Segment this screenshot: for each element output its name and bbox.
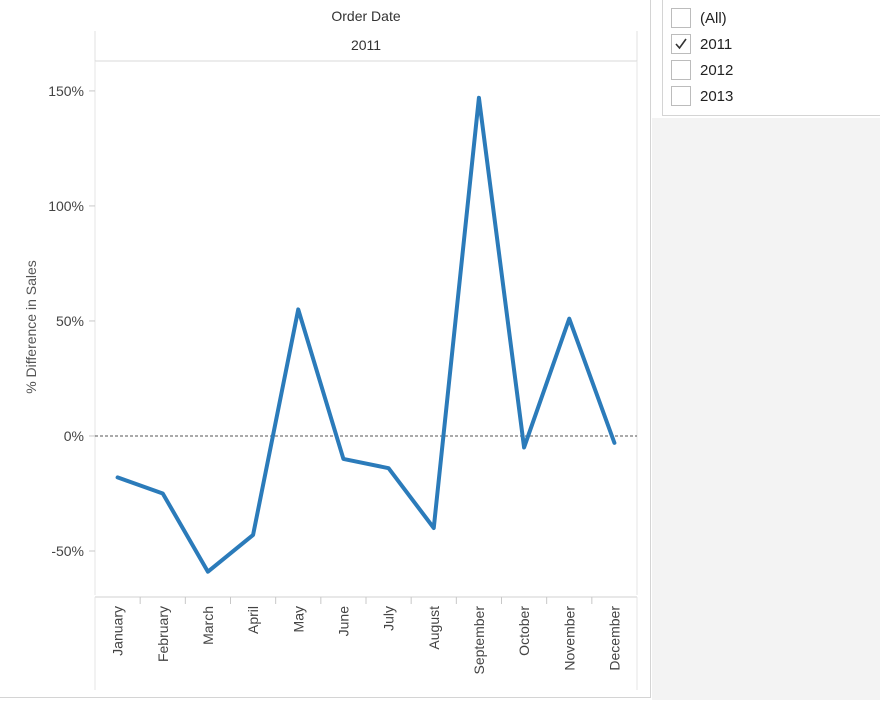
x-tick-label: May [290,606,306,632]
filter-option-2012[interactable]: 2012 [671,59,733,81]
series-line [115,95,617,574]
checkmark-icon [675,38,687,50]
x-tick-label: November [561,606,577,671]
y-axis-title: % Difference in Sales [23,260,39,394]
column-header-year: 2011 [351,37,381,53]
x-tick-label: December [606,606,622,671]
x-tick-label: March [200,606,216,645]
x-tick-label: September [471,606,487,675]
y-tick-label: 100% [48,198,84,214]
x-tick-label: July [381,606,397,631]
filter-option-label: 2011 [700,35,733,53]
x-tick-label: April [245,606,261,634]
column-header-title: Order Date [331,8,400,24]
y-tick-label: 0% [64,428,84,444]
x-tick-label: February [155,606,171,662]
x-tick-label: October [516,606,532,656]
filter-option-label: (All) [700,9,727,27]
empty-dashboard-area [652,118,880,700]
y-tick-label: 50% [56,313,84,329]
filter-option-2013[interactable]: 2013 [671,85,733,107]
checkbox[interactable] [671,86,691,106]
x-tick-label: January [110,606,126,656]
filter-option-label: 2012 [700,61,734,79]
y-tick-label: -50% [51,543,84,559]
checkbox[interactable] [671,34,691,54]
y-tick-label: 150% [48,83,84,99]
filter-option-all[interactable]: (All) [671,7,727,29]
x-tick-label: June [335,606,351,637]
checkbox[interactable] [671,8,691,28]
filter-option-2011[interactable]: 2011 [671,33,732,55]
worksheet: Order Date 2011 % Difference in Sales 15… [0,0,651,698]
checkbox[interactable] [671,60,691,80]
year-filter-panel: (All) 2011 2012 2013 [662,0,880,116]
line-chart: Order Date 2011 % Difference in Sales 15… [23,8,638,690]
filter-option-label: 2013 [700,87,734,105]
x-tick-label: August [426,606,442,650]
